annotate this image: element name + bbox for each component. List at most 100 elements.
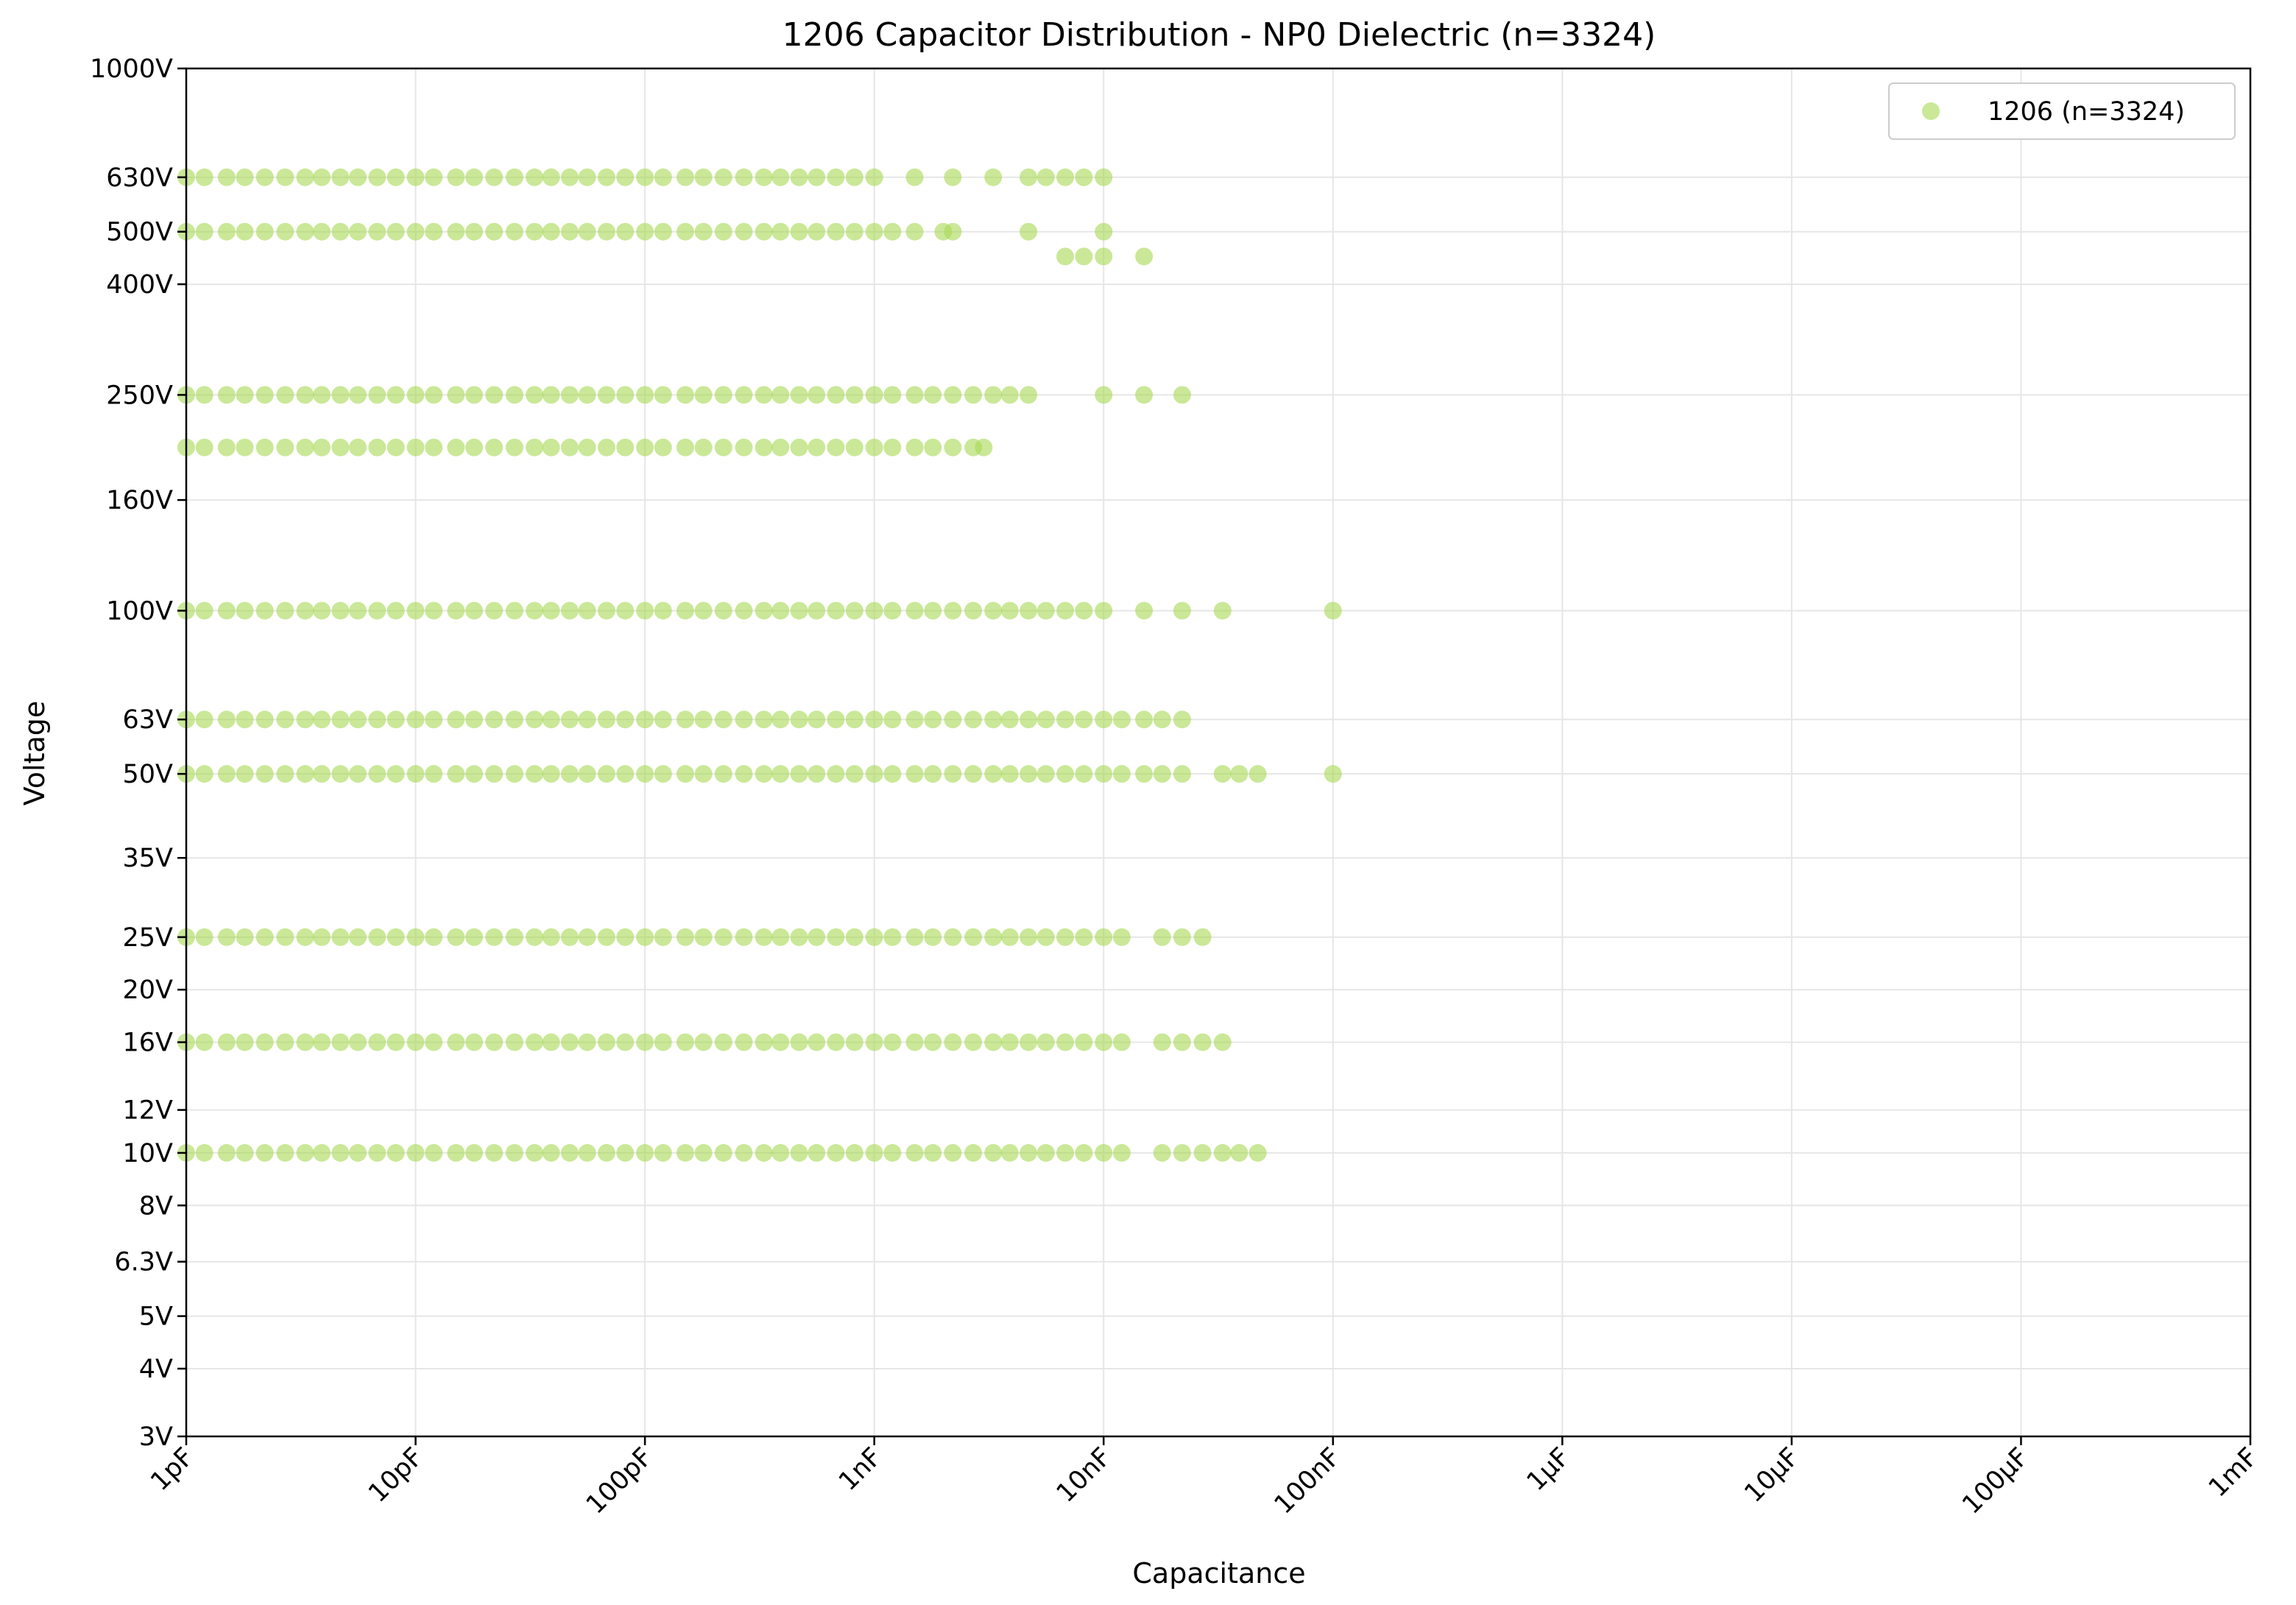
data-point bbox=[790, 1143, 808, 1162]
data-point bbox=[845, 710, 863, 729]
data-point bbox=[296, 168, 314, 186]
data-point bbox=[1075, 168, 1093, 186]
data-point bbox=[195, 386, 213, 404]
data-point bbox=[465, 438, 484, 456]
data-point bbox=[790, 710, 808, 729]
data-point bbox=[1095, 928, 1113, 946]
data-point bbox=[578, 1033, 596, 1051]
data-point bbox=[1020, 222, 1038, 241]
data-point bbox=[1036, 765, 1055, 783]
data-point bbox=[714, 1033, 732, 1051]
data-point bbox=[406, 168, 425, 186]
data-point bbox=[505, 928, 523, 946]
y-tick-label: 1000V bbox=[90, 54, 173, 84]
data-point bbox=[447, 222, 465, 241]
data-point bbox=[735, 222, 753, 241]
data-point bbox=[616, 928, 635, 946]
data-point bbox=[195, 438, 213, 456]
data-point bbox=[1036, 602, 1055, 620]
data-point bbox=[578, 928, 596, 946]
data-point bbox=[964, 1033, 983, 1051]
data-point bbox=[808, 386, 826, 404]
data-point bbox=[447, 710, 465, 729]
data-point bbox=[1036, 1033, 1055, 1051]
data-point bbox=[636, 168, 654, 186]
y-tick-label: 3V bbox=[139, 1422, 173, 1452]
data-point bbox=[636, 765, 654, 783]
data-point bbox=[845, 1143, 863, 1162]
data-point bbox=[331, 168, 350, 186]
data-point bbox=[694, 1033, 713, 1051]
data-point bbox=[883, 710, 902, 729]
data-point bbox=[349, 1143, 367, 1162]
data-point bbox=[924, 438, 942, 456]
data-point bbox=[1095, 168, 1113, 186]
data-point bbox=[447, 1033, 465, 1051]
y-axis-ticks: 3V 4V 5V 6.3V 8V 10V 12V 16V 20V 25V 35V 50V 63V 100V… bbox=[90, 54, 186, 1452]
data-point bbox=[827, 168, 845, 186]
data-point bbox=[276, 1143, 294, 1162]
data-point bbox=[714, 602, 732, 620]
data-point bbox=[827, 765, 845, 783]
data-point bbox=[368, 222, 386, 241]
data-point bbox=[1095, 247, 1113, 266]
data-point bbox=[542, 438, 560, 456]
data-point bbox=[735, 438, 753, 456]
data-point bbox=[944, 386, 962, 404]
data-point bbox=[296, 710, 314, 729]
data-point bbox=[386, 168, 405, 186]
data-point bbox=[578, 438, 596, 456]
data-point bbox=[1075, 1143, 1093, 1162]
y-tick-label: 500V bbox=[106, 218, 173, 247]
data-point bbox=[790, 765, 808, 783]
data-point bbox=[1153, 710, 1171, 729]
data-point bbox=[505, 1033, 523, 1051]
data-point bbox=[368, 386, 386, 404]
data-point bbox=[386, 1033, 405, 1051]
data-point bbox=[714, 765, 732, 783]
data-point bbox=[1036, 928, 1055, 946]
data-point bbox=[845, 222, 863, 241]
data-point bbox=[944, 710, 962, 729]
data-point bbox=[217, 1143, 236, 1162]
data-point bbox=[447, 765, 465, 783]
data-point bbox=[694, 765, 713, 783]
data-point bbox=[1248, 765, 1267, 783]
data-point bbox=[331, 1033, 350, 1051]
data-point bbox=[1056, 168, 1075, 186]
data-point bbox=[578, 386, 596, 404]
data-point bbox=[714, 928, 732, 946]
data-point bbox=[1095, 710, 1113, 729]
data-point bbox=[368, 928, 386, 946]
data-point bbox=[1095, 386, 1113, 404]
data-point bbox=[636, 1143, 654, 1162]
data-point bbox=[1112, 928, 1131, 946]
data-point bbox=[755, 710, 773, 729]
data-point bbox=[924, 710, 942, 729]
y-tick-label: 35V bbox=[123, 844, 174, 873]
data-point bbox=[505, 1143, 523, 1162]
data-point bbox=[349, 386, 367, 404]
data-point bbox=[465, 222, 484, 241]
data-point bbox=[1020, 602, 1038, 620]
data-point bbox=[578, 602, 596, 620]
data-point bbox=[217, 386, 236, 404]
data-point bbox=[560, 602, 579, 620]
data-point bbox=[560, 222, 579, 241]
data-point bbox=[1135, 247, 1154, 266]
data-point bbox=[349, 710, 367, 729]
data-point bbox=[1036, 168, 1055, 186]
data-point bbox=[578, 765, 596, 783]
data-point bbox=[865, 168, 883, 186]
data-point bbox=[597, 710, 615, 729]
data-point bbox=[924, 1143, 942, 1162]
data-point bbox=[597, 928, 615, 946]
data-point bbox=[236, 438, 254, 456]
data-point bbox=[331, 438, 350, 456]
data-point bbox=[542, 168, 560, 186]
data-point bbox=[845, 765, 863, 783]
data-point bbox=[883, 1033, 902, 1051]
data-point bbox=[542, 710, 560, 729]
data-point bbox=[465, 602, 484, 620]
